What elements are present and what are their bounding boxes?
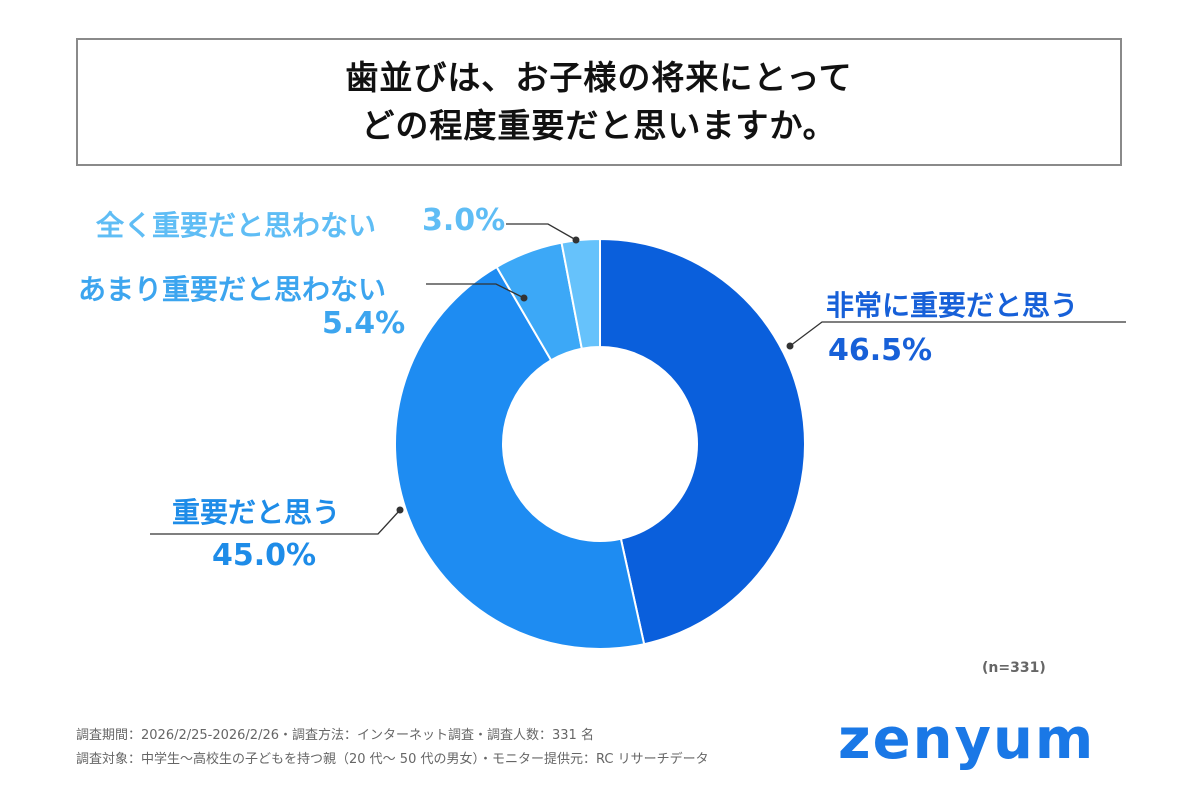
- footer-survey-target: 調査対象：中学生〜高校生の子どもを持つ親（20 代〜 50 代の男女）・モニター…: [76, 752, 709, 767]
- leader-not-important-at-all: [506, 223, 577, 241]
- slice-very-important: [599, 237, 806, 646]
- title-line-1: 歯並びは、お子様の将来にとって: [345, 58, 853, 97]
- label-not-very-important: あまり重要だと思わない: [78, 273, 387, 306]
- value-important: 45.0%: [212, 538, 317, 573]
- leader-important-dot: [396, 506, 404, 514]
- slice-important: [394, 265, 646, 650]
- value-not-very-important: 5.4%: [322, 306, 406, 341]
- footer-survey-period: 調査期間：2026/2/25-2026/2/26・調査方法：インターネット調査・…: [76, 728, 594, 743]
- value-very-important: 46.5%: [828, 333, 933, 368]
- leader-not-very-important-dot: [520, 294, 528, 302]
- sample-size-note: (n=331): [982, 660, 1046, 676]
- leader-very-important: [789, 321, 1126, 347]
- value-not-important-at-all: 3.0%: [422, 203, 506, 238]
- title-line-2: どの程度重要だと思いますか。: [361, 106, 837, 145]
- title-box: 歯並びは、お子様の将来にとって どの程度重要だと思いますか。: [76, 38, 1122, 166]
- leader-important: [150, 509, 401, 535]
- leader-not-very-important: [426, 283, 525, 299]
- label-important: 重要だと思う: [172, 496, 341, 529]
- brand-logo: zenyum: [838, 707, 1096, 772]
- label-very-important: 非常に重要だと思う: [826, 289, 1079, 322]
- label-not-important-at-all: 全く重要だと思わない: [96, 209, 377, 242]
- leader-very-important-dot: [786, 342, 794, 350]
- leader-not-important-at-all-dot: [572, 236, 580, 244]
